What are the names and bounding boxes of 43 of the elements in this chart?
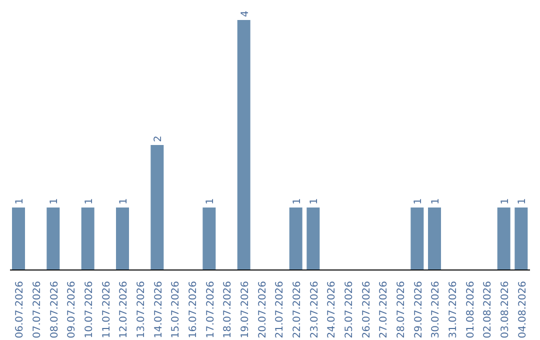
x-tick-label: 19.07.2026: [240, 281, 251, 338]
x-tick-label: 13.07.2026: [136, 281, 147, 338]
data-label: 1: [84, 198, 95, 204]
x-tick-label: 23.07.2026: [309, 281, 320, 338]
x-tick-label: 09.07.2026: [66, 281, 78, 338]
x-tick-label: 28.07.2026: [396, 281, 407, 338]
data-label: 1: [517, 198, 528, 204]
x-tick-label: 30.07.2026: [430, 281, 442, 338]
x-tick-label: 18.07.2026: [222, 281, 234, 338]
x-tick-label: 07.07.2026: [32, 281, 43, 338]
data-label: 1: [430, 198, 442, 204]
x-tick-label: 26.07.2026: [361, 281, 372, 338]
x-tick-label: 03.08.2026: [500, 281, 511, 338]
data-label: 4: [240, 10, 251, 17]
data-label: 2: [153, 136, 164, 142]
x-tick-label: 06.07.2026: [14, 281, 26, 338]
data-label: 1: [14, 198, 26, 204]
data-label: 1: [500, 198, 511, 204]
data-label: 1: [292, 198, 303, 204]
x-tick-label: 22.07.2026: [292, 281, 303, 338]
x-tick-label: 24.07.2026: [326, 281, 338, 338]
x-tick-label: 21.07.2026: [274, 281, 286, 338]
x-tick-label: 08.07.2026: [49, 281, 60, 338]
data-label: 1: [118, 198, 130, 204]
x-tick-label: 15.07.2026: [170, 281, 182, 338]
x-tick-label: 02.08.2026: [482, 281, 494, 338]
x-tick-label: 01.08.2026: [465, 281, 476, 338]
data-label: 1: [205, 198, 216, 204]
x-tick-label: 16.07.2026: [188, 281, 199, 338]
data-label: 1: [309, 198, 320, 204]
x-tick-label: 25.07.2026: [344, 281, 355, 338]
x-tick-label: 17.07.2026: [205, 281, 216, 338]
x-tick-label: 14.07.2026: [153, 281, 164, 338]
x-tick-label: 10.07.2026: [84, 281, 95, 338]
x-tick-label: 04.08.2026: [517, 281, 528, 338]
x-tick-label: 11.07.2026: [101, 281, 112, 338]
x-tick-label: 27.07.2026: [378, 281, 390, 338]
data-label: 1: [413, 198, 424, 204]
x-tick-label: 20.07.2026: [257, 281, 268, 338]
x-tick-label: 29.07.2026: [413, 281, 424, 338]
data-label: 1: [49, 198, 60, 204]
x-tick-label: 31.07.2026: [448, 281, 459, 338]
x-tick-label: 12.07.2026: [118, 281, 130, 338]
